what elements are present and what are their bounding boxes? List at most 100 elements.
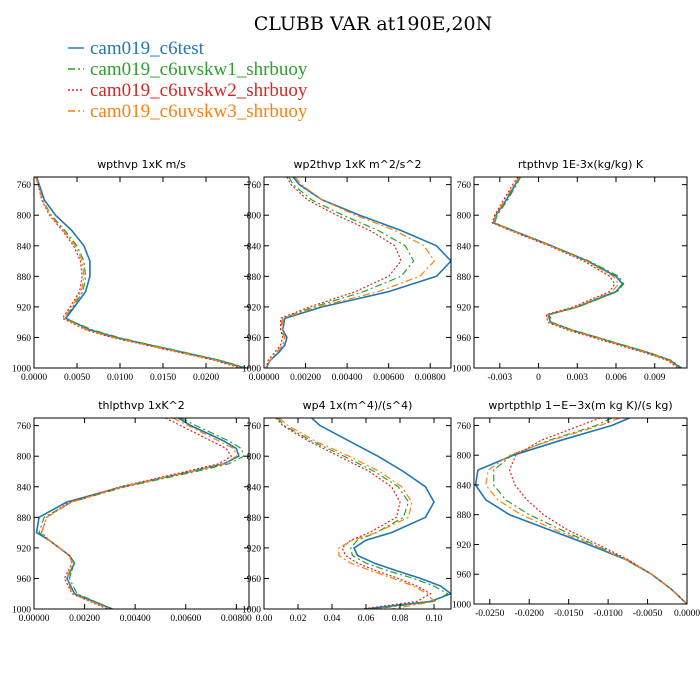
x-tick-label: 0.0200 [193,373,219,383]
y-tick-label: 840 [457,242,472,252]
x-tick-label: 0.00600 [373,373,404,383]
y-tick-label: 840 [247,242,262,252]
panel-3: rtpthvp 1E-3x(kg/kg) K 760 800 840 880 920 960… [452,158,688,383]
y-tick-label: 960 [17,575,32,585]
series-line [492,177,680,368]
series-line [40,418,232,609]
x-tick-label: 0.00800 [415,373,446,383]
plot-frame [263,417,452,610]
series-line [277,418,449,609]
x-tick-label: 0.0100 [107,373,133,383]
y-tick-label: 840 [457,481,472,491]
x-tick-label: -0.0100 [593,609,623,619]
legend-label: cam019_c6uvskw3_shrbuoy [90,101,308,122]
figure-title: CLUBB VAR at190E,20N [254,13,493,35]
series-line [35,418,240,609]
y-tick-label: 920 [17,303,32,313]
series-line [492,177,681,368]
y-tick-label: 840 [17,483,32,493]
panel-title: wp4 1x(m^4)/(s^4) [303,399,413,412]
series-line [40,418,237,609]
y-tick-label: 1000 [12,365,31,375]
y-tick-label: 760 [17,422,32,432]
plot-frame [33,176,250,369]
series-line [265,177,435,368]
plot-frame [473,176,688,369]
panel-2: wp2thvp 1xK m^2/s^2 760 800 840 880 920 960 100… [242,158,452,383]
x-tick-label: 0.00000 [249,373,280,383]
panel-title: wprtpthlp 1−E−3x(m kg K)/(s kg) [488,399,672,412]
y-tick-label: 1000 [452,365,471,375]
y-tick-label: 960 [457,571,472,581]
legend-label: cam019_c6test [90,38,205,59]
series-line [494,177,683,368]
y-tick-label: 760 [457,422,472,432]
y-tick-label: 920 [457,541,472,551]
y-tick-label: 760 [247,181,262,191]
y-tick-label: 920 [247,544,262,554]
x-tick-label: 0.0050 [64,373,90,383]
y-tick-label: 800 [457,452,472,462]
legend: cam019_c6testcam019_c6uvskw1_shrbuoycam0… [68,38,308,122]
x-tick-label: 0.00400 [120,614,151,624]
panel-title: thlpthvp 1xK^2 [98,399,185,412]
y-tick-label: 800 [247,212,262,222]
panel-title: rtpthvp 1E-3x(kg/kg) K [518,158,644,171]
plot-frame [263,176,452,369]
y-tick-label: 920 [17,544,32,554]
x-tick-label: 0.0000 [674,609,700,619]
y-tick-label: 1000 [12,606,31,616]
y-tick-label: 920 [457,303,472,313]
x-tick-label: -0.0050 [633,609,663,619]
series-line [508,418,687,604]
panel-title: wpthvp 1xK m/s [97,158,186,171]
x-tick-label: 0.0000 [21,373,47,383]
y-tick-label: 880 [247,514,262,524]
y-tick-label: 960 [247,575,262,585]
x-tick-label: -0.0250 [475,609,505,619]
x-tick-label: 0.00 [256,614,273,624]
y-tick-label: 800 [17,212,32,222]
series-line [35,177,241,368]
plot-frame [473,417,688,605]
y-tick-label: 800 [247,453,262,463]
x-tick-label: 0.02 [290,614,307,624]
y-tick-label: 880 [457,511,472,521]
x-tick-label: 0.0150 [150,373,176,383]
y-tick-label: 760 [457,181,472,191]
y-tick-label: 960 [17,334,32,344]
series-line [38,418,245,609]
x-tick-label: 0.06 [358,614,375,624]
x-tick-label: 0.08 [392,614,409,624]
y-tick-label: 920 [247,303,262,313]
y-tick-label: 880 [17,273,32,283]
y-tick-label: 960 [247,334,262,344]
panel-4: thlpthvp 1xK^276080084088092096010000.00… [12,399,252,624]
y-tick-label: 880 [17,514,32,524]
series-line [491,177,679,368]
x-tick-label: 0.009 [644,373,666,383]
x-tick-label: 0.00800 [221,614,252,624]
series-line [35,177,245,368]
y-tick-label: 840 [247,483,262,493]
x-tick-label: 0 [536,373,541,383]
y-tick-label: 760 [17,181,32,191]
series-line [35,177,247,368]
panels: wpthvp 1xK m/s76080084088092096010000.00… [12,158,700,624]
x-tick-label: -0.0150 [554,609,584,619]
x-tick-label: 0.003 [567,373,589,383]
series-line [265,177,402,368]
y-tick-label: 760 [247,422,262,432]
x-tick-label: -0.003 [488,373,513,383]
legend-label: cam019_c6uvskw2_shrbuoy [90,80,308,101]
y-tick-label: 960 [457,334,472,344]
panel-1: wpthvp 1xK m/s76080084088092096010000.00… [12,158,250,383]
y-tick-label: 1000 [242,606,261,616]
legend-label: cam019_c6uvskw1_shrbuoy [90,59,308,80]
panel-5: wp4 1x(m^4)/(s^4)76080084088092096010000… [242,399,452,624]
x-tick-label: 0.00200 [290,373,321,383]
series-line [311,418,451,609]
series-line [265,177,451,368]
series-line [493,418,687,604]
